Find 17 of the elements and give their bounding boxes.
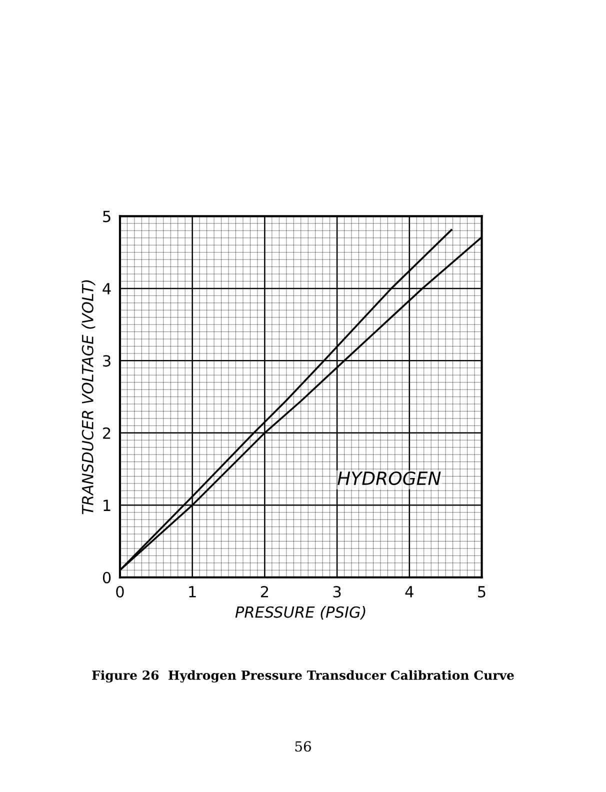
x-tick-label: 4	[405, 586, 414, 598]
x-tick-label: 3	[333, 586, 341, 598]
x-axis-title: PRESSURE (PSIG)	[235, 606, 366, 620]
y-tick-label: 0	[102, 572, 111, 584]
y-tick-label: 1	[104, 500, 110, 511]
y-tick-label: 3	[103, 355, 110, 367]
x-tick-label: 1	[189, 586, 196, 598]
y-axis-title: TRANSDUCER VOLTAGE (VOLT)	[82, 280, 96, 514]
caption: Figure 26 Hydrogen Pressure Transducer Calibration Curve	[92, 670, 514, 683]
y-tick-label: 2	[103, 427, 110, 439]
annotation: HYDROGEN	[338, 471, 441, 486]
y-tick-label: 4	[102, 283, 111, 294]
y-tick-label: 5	[103, 210, 110, 222]
x-tick-label: 5	[478, 586, 486, 598]
x-tick-label: 0	[116, 586, 124, 598]
text: 56	[295, 741, 311, 752]
x-tick-label: 2	[260, 586, 268, 598]
